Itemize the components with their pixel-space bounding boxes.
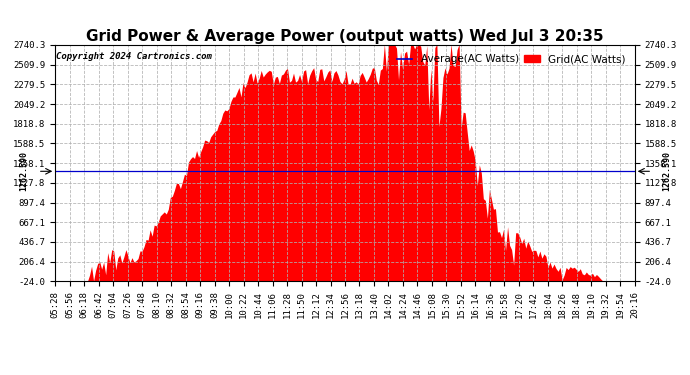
Text: 1262.590: 1262.590: [19, 151, 28, 191]
Legend: Average(AC Watts), Grid(AC Watts): Average(AC Watts), Grid(AC Watts): [393, 50, 629, 69]
Text: 1262.590: 1262.590: [662, 151, 671, 191]
Title: Grid Power & Average Power (output watts) Wed Jul 3 20:35: Grid Power & Average Power (output watts…: [86, 29, 604, 44]
Text: Copyright 2024 Cartronics.com: Copyright 2024 Cartronics.com: [57, 52, 213, 61]
